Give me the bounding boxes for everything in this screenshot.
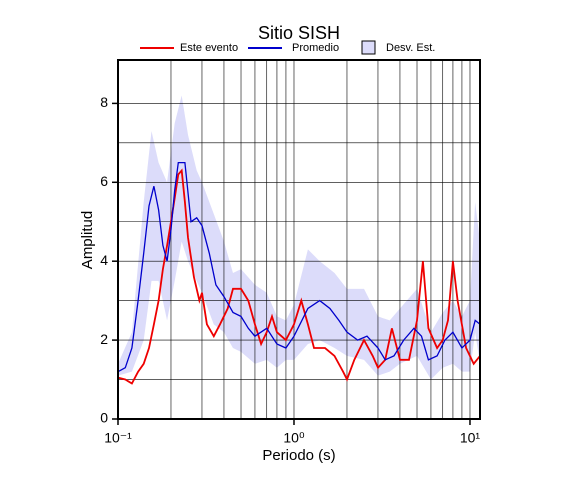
y-tick-label: 6 bbox=[100, 173, 108, 189]
series-line bbox=[117, 168, 481, 385]
legend-swatch bbox=[361, 40, 376, 55]
std-band bbox=[118, 95, 480, 380]
y-axis-label: Amplitud bbox=[79, 211, 96, 269]
legend-label: Este evento bbox=[180, 42, 238, 54]
x-axis-label: Periodo (s) bbox=[262, 447, 335, 464]
x-tick-label: 10⁻¹ bbox=[104, 430, 132, 446]
x-tick-label: 10¹ bbox=[460, 430, 481, 446]
y-tick-label: 0 bbox=[100, 410, 108, 426]
y-tick-label: 2 bbox=[100, 331, 108, 347]
y-tick-label: 8 bbox=[100, 94, 108, 110]
y-tick-label: 4 bbox=[100, 252, 108, 268]
x-tick-label: 10⁰ bbox=[283, 430, 305, 446]
plot-frame bbox=[117, 59, 481, 420]
series-line bbox=[117, 161, 481, 373]
legend-label: Promedio bbox=[292, 42, 339, 54]
legend-label: Desv. Est. bbox=[386, 42, 435, 54]
chart-title: Sitio SISH bbox=[258, 23, 340, 43]
